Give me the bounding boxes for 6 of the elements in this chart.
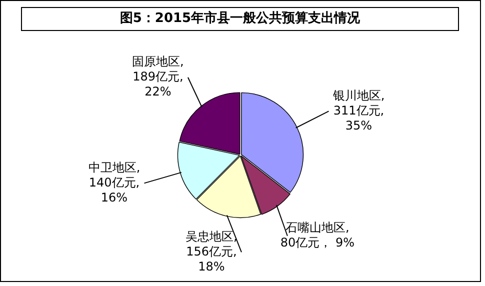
slice-label: 中卫地区, 140亿元, 16% [88,160,140,204]
slice-label: 固原地区, 189亿元, 22% [132,54,184,99]
chart-title: 图5：2015年市县一般公共预算支出情况 [21,7,459,31]
slice-label: 吴忠地区, 156亿元, 18% [186,229,238,274]
slice-label: 银川地区, 311亿元, 35% [332,88,385,132]
slice-label: 石嘴山地区, 80亿元， 9% [280,220,354,250]
